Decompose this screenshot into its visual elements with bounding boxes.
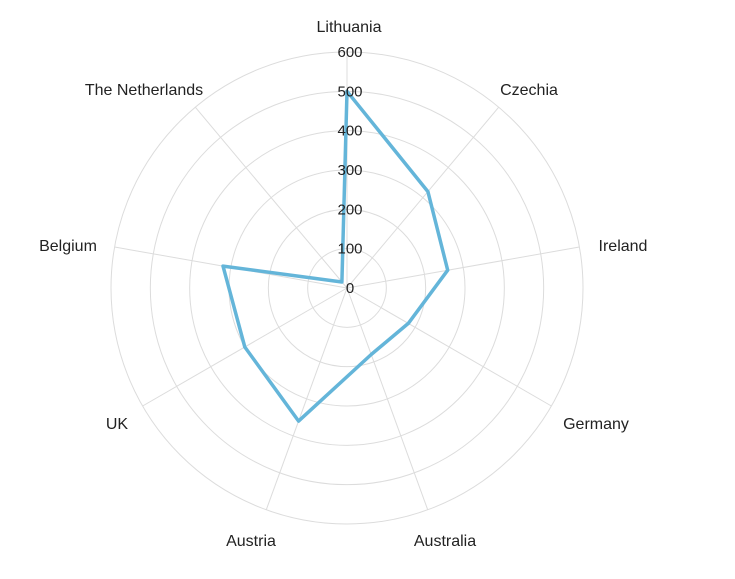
- data-point-belgium: [221, 264, 225, 268]
- tick-label-0: 0: [346, 280, 354, 297]
- grid-layer: [110, 51, 584, 525]
- category-label-layer: Lithuania Czechia Ireland Germany Australia A…: [39, 19, 647, 550]
- data-point-germany: [406, 321, 410, 325]
- tick-label-400: 400: [337, 123, 362, 140]
- category-label-ireland: Ireland: [599, 238, 648, 255]
- tick-label-500: 500: [337, 83, 362, 100]
- data-point-czechia: [426, 190, 430, 194]
- category-label-australia: Australia: [414, 533, 476, 550]
- category-label-germany: Germany: [563, 416, 629, 433]
- category-label-lithuania: Lithuania: [317, 19, 382, 36]
- series-layer: [221, 89, 450, 423]
- category-label-austria: Austria: [226, 533, 276, 550]
- axis-spoke-5: [265, 287, 348, 510]
- category-label-belgium: Belgium: [39, 238, 97, 255]
- series-line-0: [221, 89, 450, 423]
- axis-spoke-1: [346, 106, 500, 289]
- tick-label-300: 300: [337, 162, 362, 179]
- tick-label-600: 600: [337, 44, 362, 61]
- axis-spoke-4: [346, 287, 429, 510]
- tick-label-100: 100: [337, 241, 362, 258]
- tick-label-200: 200: [337, 201, 362, 218]
- category-label-the-netherlands: The Netherlands: [85, 82, 203, 99]
- data-point-ireland: [446, 268, 450, 272]
- data-point-the-netherlands: [340, 280, 344, 284]
- axis-spoke-8: [194, 106, 348, 289]
- data-point-australia: [369, 353, 373, 356]
- category-label-uk: UK: [106, 416, 129, 433]
- data-point-uk: [243, 345, 247, 349]
- data-point-austria: [297, 419, 301, 423]
- axis-spoke-2: [346, 246, 580, 289]
- data-point-lithuania: [345, 89, 349, 93]
- tick-label-layer: 0 100 200 300 400 500 600: [337, 44, 362, 297]
- category-label-czechia: Czechia: [500, 82, 558, 99]
- axis-spoke-3: [346, 287, 552, 407]
